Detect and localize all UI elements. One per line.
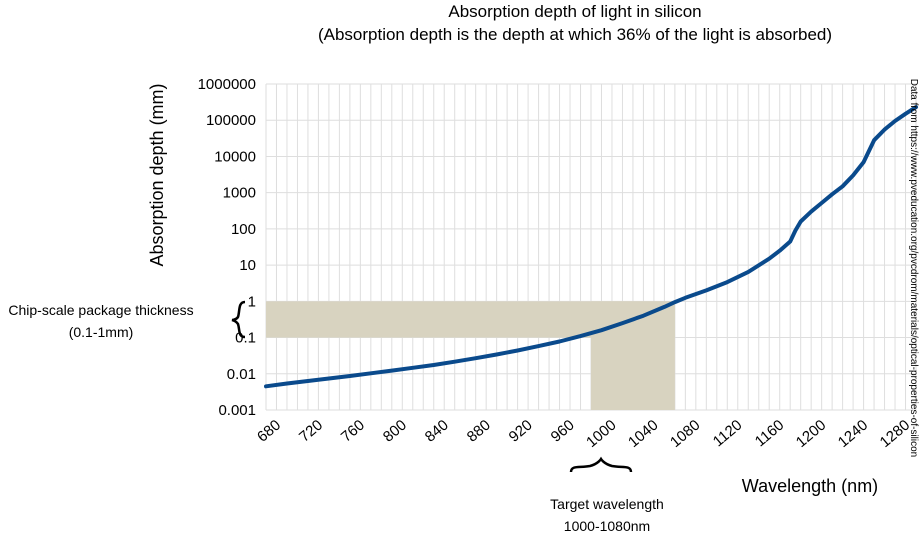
y-tick-label: 1	[248, 293, 256, 310]
y-axis-title: Absorption depth (mm)	[147, 83, 167, 266]
x-tick-label: 880	[464, 417, 494, 446]
y-tick-label: 10000	[214, 148, 256, 165]
y-tick-label: 100000	[206, 112, 256, 129]
x-tick-label: 920	[506, 417, 536, 446]
x-tick-label: 1160	[752, 417, 788, 451]
x-axis-title: Wavelength (nm)	[742, 476, 878, 496]
x-tick-label: 1040	[625, 417, 661, 451]
x-tick-label: 1120	[710, 417, 746, 451]
x-tick-label: 840	[422, 417, 452, 446]
x-tick-label: 680	[254, 417, 284, 446]
series-layer	[264, 105, 918, 389]
target-brace	[569, 456, 633, 473]
shaded-bands	[266, 301, 675, 410]
package-label-line2: (0.1-1mm)	[69, 324, 134, 340]
package-brace	[231, 300, 246, 339]
x-tick-label: 1080	[667, 417, 703, 451]
target-label-line1: Target wavelength	[550, 496, 664, 512]
x-tick-label: 1000	[583, 417, 619, 451]
y-tick-label: 1000	[223, 185, 256, 202]
chart-title: Absorption depth of light in silicon	[448, 2, 701, 21]
package-label-line1: Chip-scale package thickness	[8, 302, 193, 318]
y-tick-label: 10	[239, 257, 256, 274]
y-tick-label: 0.001	[218, 402, 256, 419]
y-tick-label: 1000000	[198, 76, 256, 93]
x-tick-label: 1240	[835, 417, 871, 451]
x-tick-labels: 680 720 760 800 840 880 920 960 1000 1040 1080 1120…	[254, 417, 913, 451]
x-tick-label: 760	[338, 417, 368, 446]
series-line	[264, 105, 918, 389]
y-tick-label: 100	[231, 221, 256, 238]
x-tick-label: 1280	[877, 417, 913, 451]
chart-subtitle: (Absorption depth is the depth at which …	[318, 25, 832, 44]
target-label-line2: 1000-1080nm	[564, 518, 650, 534]
x-tick-label: 1200	[793, 417, 829, 451]
x-tick-label: 720	[296, 417, 326, 446]
source-note: Data from https://www.pveducation.org/pv…	[908, 79, 919, 458]
x-tick-label: 800	[380, 417, 410, 446]
x-tick-label: 960	[548, 417, 578, 446]
y-tick-label: 0.01	[227, 366, 256, 383]
